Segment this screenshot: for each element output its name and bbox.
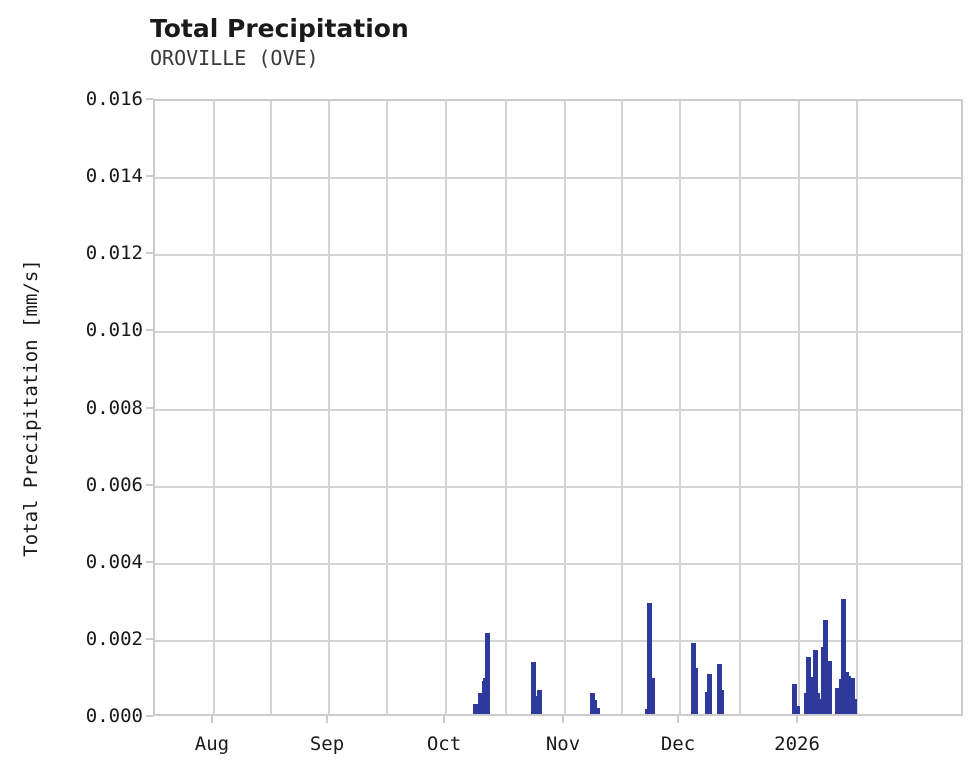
y-tick-label: 0.006 xyxy=(85,473,143,496)
bar xyxy=(851,699,857,714)
y-tick-mark xyxy=(146,329,153,332)
gridline-vertical xyxy=(327,101,330,714)
bar xyxy=(537,690,543,714)
y-tick-mark xyxy=(146,483,153,486)
gridline-vertical xyxy=(798,101,801,714)
x-tick-mark xyxy=(210,716,213,723)
bar xyxy=(808,677,814,714)
y-tick-mark xyxy=(146,715,153,717)
x-tick-mark xyxy=(325,716,328,723)
gridline-vertical xyxy=(620,101,623,714)
bar xyxy=(649,678,655,714)
x-tick-mark xyxy=(796,716,799,723)
gridline-horizontal xyxy=(155,331,961,334)
gridline-horizontal xyxy=(155,562,961,565)
page-title: Total Precipitation xyxy=(150,14,409,43)
bar xyxy=(531,662,537,714)
y-tick-mark xyxy=(146,637,153,640)
plot-area xyxy=(153,99,963,716)
title-block: Total Precipitation OROVILLE (OVE) xyxy=(150,14,409,72)
x-tick-label: Dec xyxy=(660,733,696,755)
bar xyxy=(693,668,699,714)
bar xyxy=(836,702,842,714)
gridline-horizontal xyxy=(155,485,961,488)
bar xyxy=(826,661,832,714)
bar xyxy=(795,706,801,714)
bar xyxy=(472,703,478,714)
y-tick-label: 0.004 xyxy=(85,550,143,573)
bar xyxy=(822,619,828,714)
x-tick-mark xyxy=(443,716,446,723)
gridline-vertical xyxy=(212,101,215,714)
x-tick-label: Aug xyxy=(194,733,230,755)
y-tick-mark xyxy=(146,98,153,100)
y-tick-mark xyxy=(146,252,153,255)
gridline-vertical xyxy=(270,101,273,714)
bar xyxy=(716,663,722,714)
y-tick-label: 0.012 xyxy=(85,242,143,265)
x-tick-mark xyxy=(677,716,680,723)
bar xyxy=(718,690,724,714)
bar xyxy=(647,602,653,714)
bar-series-total-precipitation xyxy=(155,101,961,714)
bar xyxy=(849,678,855,714)
x-tick-label: Nov xyxy=(545,733,581,755)
y-tick-label: 0.008 xyxy=(85,396,143,419)
gridline-vertical xyxy=(386,101,389,714)
bar xyxy=(592,700,598,714)
gridline-vertical xyxy=(738,101,741,714)
gridline-vertical xyxy=(504,101,507,714)
gridline-horizontal xyxy=(155,177,961,180)
y-tick-mark xyxy=(146,175,153,178)
x-tick-label: Oct xyxy=(426,733,462,755)
bar xyxy=(841,598,847,714)
bar xyxy=(706,673,712,714)
bar xyxy=(813,650,819,714)
y-tick-label: 0.010 xyxy=(85,319,143,342)
x-tick-label: 2026 xyxy=(774,733,820,755)
gridline-horizontal xyxy=(155,408,961,411)
y-axis-tick-labels: 0.016 0.014 0.012 0.010 0.008 0.006 0.004 0.002… xyxy=(0,0,143,780)
y-tick-label: 0.000 xyxy=(85,705,143,727)
y-tick-label: 0.002 xyxy=(85,627,143,650)
bar xyxy=(834,688,840,714)
bar xyxy=(791,683,797,714)
gridline-horizontal xyxy=(155,254,961,257)
bar xyxy=(815,692,821,714)
bar xyxy=(594,708,600,714)
y-tick-label: 0.014 xyxy=(85,165,143,188)
y-tick-mark xyxy=(146,406,153,409)
gridline-vertical xyxy=(445,101,448,714)
gridline-vertical xyxy=(564,101,567,714)
chart-subtitle-station: OROVILLE (OVE) xyxy=(150,46,319,70)
y-tick-mark xyxy=(146,560,153,563)
gridline-vertical xyxy=(856,101,859,714)
y-tick-label: 0.016 xyxy=(85,88,143,110)
x-tick-label: Sep xyxy=(309,733,345,755)
x-tick-mark xyxy=(562,716,565,723)
bar xyxy=(485,633,491,714)
gridline-horizontal xyxy=(155,639,961,642)
gridline-vertical xyxy=(679,101,682,714)
